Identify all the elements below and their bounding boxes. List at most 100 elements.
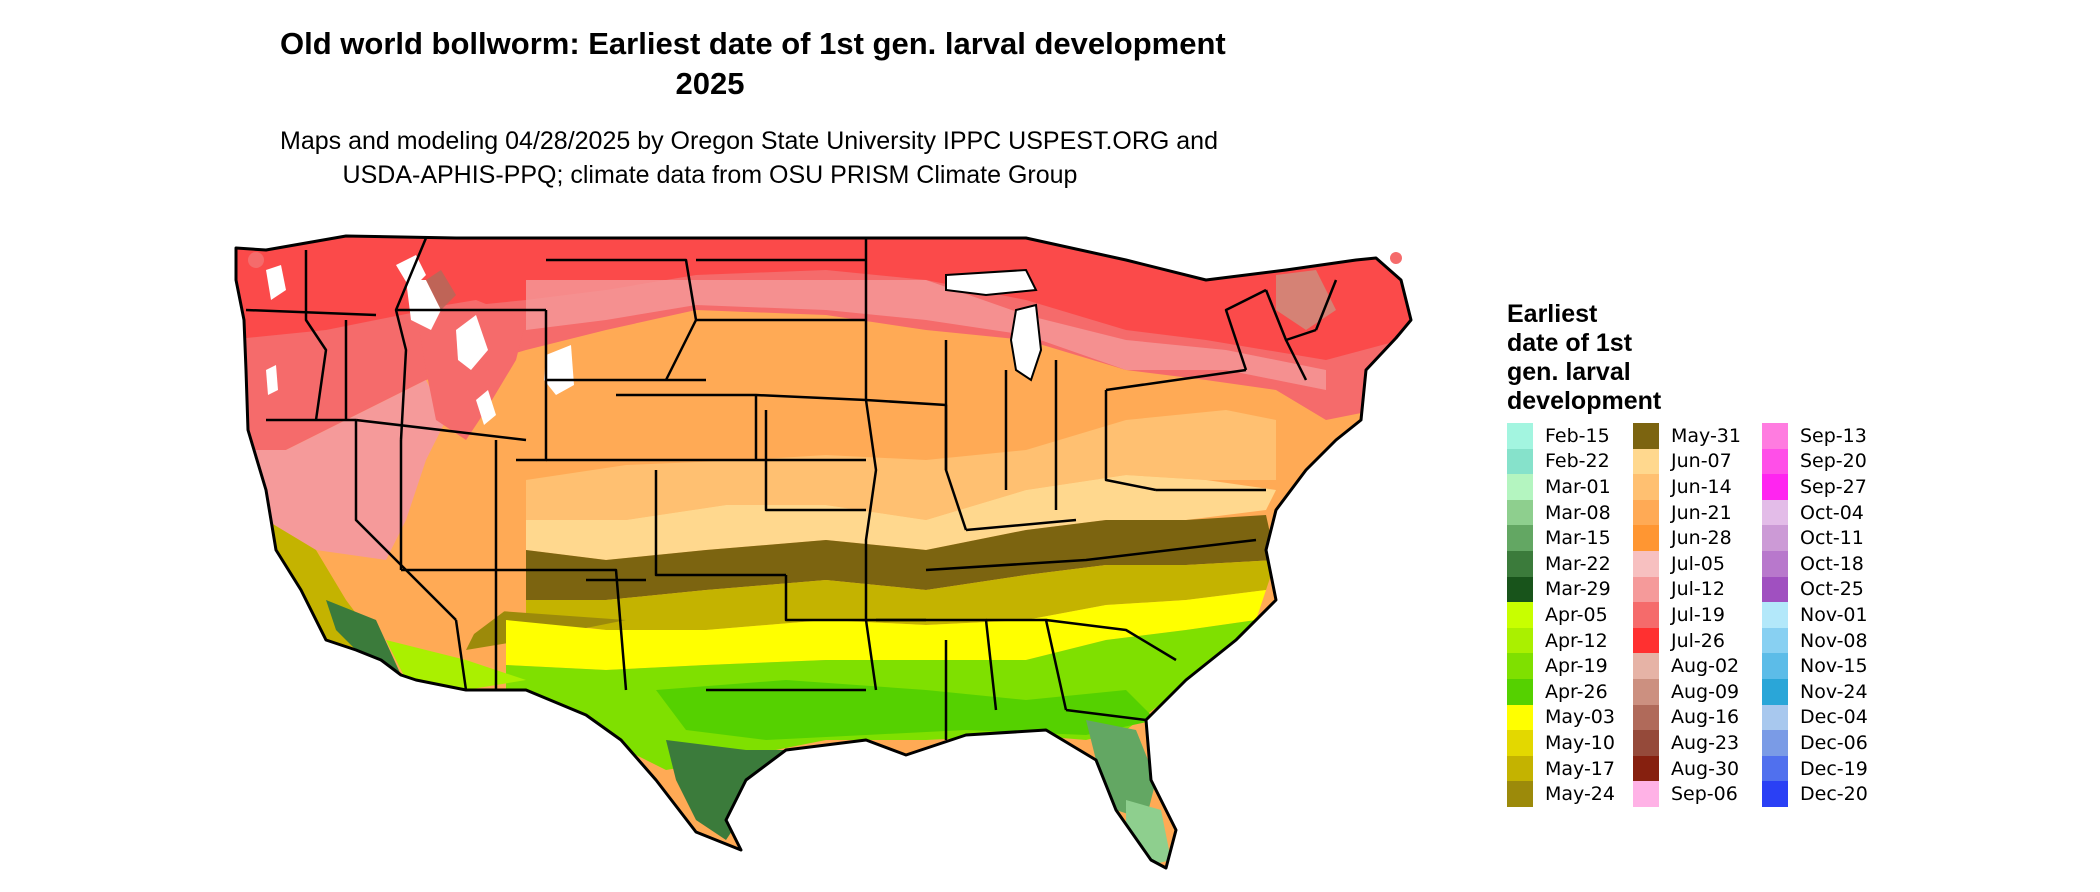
legend-label: Apr-12 [1545,629,1608,652]
legend-swatch [1633,679,1659,705]
legend-item: Nov-15 [1762,653,1868,679]
legend-item: Oct-25 [1762,576,1864,603]
legend-item: Dec-19 [1762,755,1868,782]
legend-label: Feb-15 [1545,424,1610,447]
legend-item: Apr-19 [1507,653,1608,679]
legend-swatch [1762,576,1788,603]
legend-item: Nov-24 [1762,679,1868,705]
legend-item: Jun-21 [1633,499,1732,526]
legend-item: Sep-13 [1762,423,1867,449]
legend-label: Dec-04 [1800,706,1868,729]
legend-item: Apr-12 [1507,627,1608,654]
legend-swatch [1633,499,1659,526]
legend: Feb-15 Feb-22 Mar-01 Mar-08 Mar-15 Mar-22 Mar-… [1507,423,1907,813]
legend-label: Apr-05 [1545,603,1608,626]
legend-label: Jun-21 [1671,501,1732,524]
legend-label: May-31 [1671,424,1741,447]
legend-item: Mar-22 [1507,551,1611,577]
legend-item: Aug-09 [1633,679,1739,705]
legend-swatch [1633,576,1659,603]
legend-item: Dec-04 [1762,704,1868,731]
legend-swatch [1762,755,1788,782]
legend-item: Jul-26 [1633,627,1725,654]
map-subtitle-line2: USDA-APHIS-PPQ; climate data from OSU PR… [342,161,1078,189]
legend-swatch [1507,525,1533,551]
legend-label: May-24 [1545,783,1615,806]
us-map [234,234,1413,870]
legend-swatch [1507,499,1533,526]
legend-swatch [1507,576,1533,603]
us-outline [234,234,1413,870]
legend-swatch [1762,602,1788,628]
legend-label: Jul-19 [1671,603,1725,626]
legend-label: Mar-08 [1545,501,1611,524]
legend-item: Oct-04 [1762,499,1864,526]
legend-title: Earliest date of 1st gen. larval develop… [1507,300,1661,416]
legend-label: Oct-11 [1800,527,1864,550]
legend-item: Jul-05 [1633,551,1725,577]
legend-label: Aug-16 [1671,706,1740,729]
legend-swatch [1762,627,1788,654]
legend-item: May-10 [1507,730,1615,756]
legend-swatch [1633,627,1659,654]
legend-label: Dec-20 [1800,783,1868,806]
legend-item: Nov-08 [1762,627,1868,654]
legend-item: Sep-20 [1762,448,1867,475]
legend-item: Jun-28 [1633,525,1732,551]
legend-label: Sep-20 [1800,450,1867,473]
legend-label: Sep-27 [1800,475,1867,498]
legend-label: Aug-02 [1671,655,1740,678]
legend-item: Aug-23 [1633,730,1739,756]
legend-swatch [1762,474,1788,500]
legend-swatch [1633,525,1659,551]
legend-swatch [1507,755,1533,782]
legend-swatch [1507,602,1533,628]
legend-swatch [1762,781,1788,807]
legend-swatch [1507,730,1533,756]
legend-swatch [1633,423,1659,449]
legend-title-line3: gen. larval [1507,358,1631,386]
legend-label: Oct-04 [1800,501,1864,524]
legend-swatch [1507,423,1533,449]
legend-label: Jun-28 [1671,527,1732,550]
lake-superior [945,268,1038,297]
legend-item: May-24 [1507,781,1615,807]
legend-swatch [1633,551,1659,577]
legend-item: Sep-27 [1762,474,1867,500]
legend-item: Feb-15 [1507,423,1610,449]
legend-label: Nov-15 [1800,655,1868,678]
legend-label: Oct-25 [1800,578,1864,601]
legend-label: Nov-24 [1800,680,1868,703]
map-title: Old world bollworm: Earliest date of 1st… [280,24,1226,104]
legend-title-line4: development [1507,387,1662,415]
legend-item: Mar-29 [1507,576,1611,603]
legend-label: Jun-14 [1671,475,1732,498]
legend-swatch [1762,679,1788,705]
lake-michigan [1009,303,1043,382]
legend-item: Jul-19 [1633,602,1725,628]
legend-swatch [1633,755,1659,782]
legend-item: Jul-12 [1633,576,1725,603]
map-title-line1: Old world bollworm: Earliest date of 1st… [280,26,1226,61]
legend-item: May-03 [1507,704,1615,731]
legend-swatch [1507,781,1533,807]
legend-label: Mar-22 [1545,552,1611,575]
map-subtitle-line1: Maps and modeling 04/28/2025 by Oregon S… [280,127,1218,155]
legend-label: Oct-18 [1800,552,1864,575]
legend-item: Apr-05 [1507,602,1608,628]
legend-item: Dec-06 [1762,730,1868,756]
legend-label: Jul-26 [1671,629,1725,652]
legend-label: Nov-01 [1800,603,1868,626]
legend-item: Feb-22 [1507,448,1610,475]
legend-item: Aug-30 [1633,755,1739,782]
legend-label: Dec-06 [1800,731,1868,754]
legend-label: Aug-09 [1671,680,1740,703]
legend-swatch [1633,602,1659,628]
legend-label: Dec-19 [1800,757,1868,780]
legend-swatch [1507,704,1533,731]
legend-swatch [1633,448,1659,475]
map-title-line2: 2025 [675,66,745,101]
legend-label: Sep-06 [1671,783,1738,806]
legend-item: May-17 [1507,755,1615,782]
legend-item: Sep-06 [1633,781,1738,807]
